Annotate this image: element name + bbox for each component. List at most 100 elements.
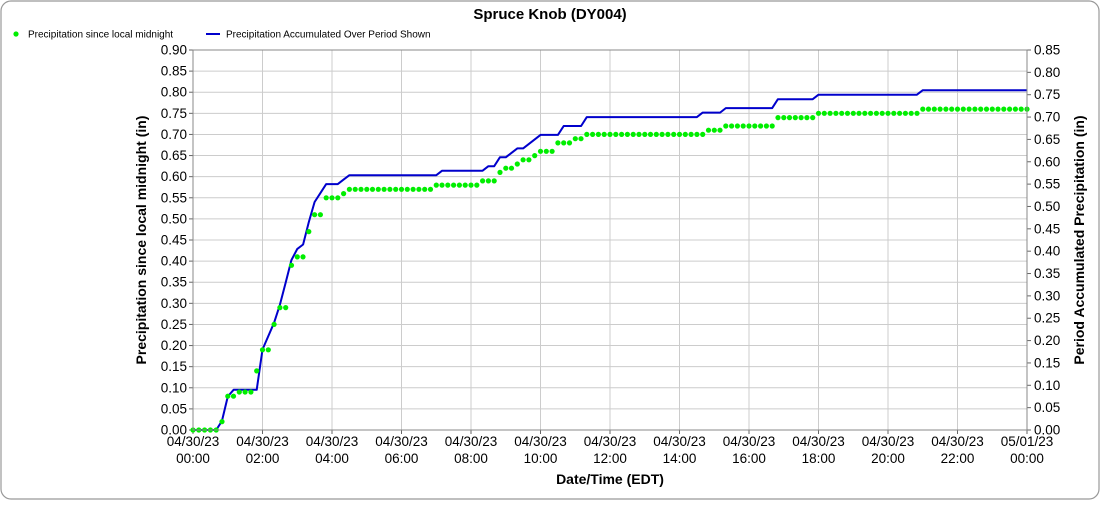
y-right-tick-label: 0.60 xyxy=(1034,154,1060,169)
x-tick-date: 04/30/23 xyxy=(792,434,845,449)
data-point xyxy=(856,110,862,116)
data-point xyxy=(815,110,822,116)
data-point xyxy=(734,123,741,129)
data-point xyxy=(456,182,462,188)
data-point xyxy=(647,131,654,137)
x-tick-time: 14:00 xyxy=(663,451,697,466)
data-point xyxy=(700,131,706,137)
y-right-tick-label: 0.50 xyxy=(1034,199,1060,214)
y-left-tick-label: 0.85 xyxy=(161,64,187,79)
data-point xyxy=(729,123,735,129)
x-tick-date: 04/30/23 xyxy=(862,434,915,449)
y-left-tick-label: 0.70 xyxy=(161,127,187,142)
data-point xyxy=(850,110,856,116)
data-point xyxy=(665,131,671,137)
data-point xyxy=(792,115,798,121)
data-point xyxy=(949,106,955,112)
data-point xyxy=(520,157,526,163)
legend-label-since-midnight: Precipitation since local midnight xyxy=(28,30,173,41)
data-point xyxy=(526,157,532,163)
data-point xyxy=(503,165,509,171)
data-point xyxy=(555,140,561,146)
data-point xyxy=(1018,106,1024,112)
data-point xyxy=(584,131,590,137)
y-right-tick-labels: 0.00 0.05 0.10 0.15 0.20 0.25 0.30 0.35 0.40 0.45… xyxy=(1027,43,1060,438)
data-point xyxy=(839,110,845,116)
data-point xyxy=(642,131,648,137)
data-point xyxy=(595,131,602,137)
data-point xyxy=(381,186,387,192)
y-left-tick-label: 0.05 xyxy=(161,401,187,416)
data-point xyxy=(271,321,277,327)
y-right-tick-label: 0.65 xyxy=(1034,132,1060,147)
x-tick-time: 22:00 xyxy=(941,451,975,466)
x-tick-time: 16:00 xyxy=(732,451,766,466)
data-point xyxy=(352,186,358,192)
data-point xyxy=(897,110,903,116)
y-left-tick-label: 0.90 xyxy=(161,43,187,58)
data-point xyxy=(468,182,474,188)
y-left-tick-label: 0.25 xyxy=(161,317,187,332)
data-point xyxy=(346,186,352,192)
data-point xyxy=(862,110,868,116)
data-point xyxy=(613,131,619,137)
data-point xyxy=(312,212,318,218)
data-point xyxy=(254,368,260,374)
data-point xyxy=(549,148,555,154)
data-point xyxy=(358,186,364,192)
x-tick-date: 04/30/23 xyxy=(167,434,220,449)
data-point xyxy=(335,195,341,201)
data-point xyxy=(902,110,909,116)
data-point xyxy=(972,106,978,112)
data-point xyxy=(891,110,897,116)
data-point xyxy=(439,182,445,188)
y-right-tick-label: 0.45 xyxy=(1034,221,1060,236)
x-tick-date: 04/30/23 xyxy=(236,434,289,449)
plot-area xyxy=(192,49,1028,431)
data-point xyxy=(810,115,816,121)
data-point xyxy=(827,110,833,116)
x-tick-time: 06:00 xyxy=(385,451,419,466)
data-point xyxy=(508,165,515,171)
data-point xyxy=(943,106,949,112)
x-tick-labels: 04/30/23 00:00 04/30/23 02:00 04/30/23 04:00 0… xyxy=(167,430,1053,466)
data-point xyxy=(694,131,700,137)
legend-label-accumulated: Precipitation Accumulated Over Period Sh… xyxy=(226,30,431,41)
data-point xyxy=(230,393,237,399)
data-point xyxy=(804,115,810,121)
data-point xyxy=(341,191,347,197)
data-point xyxy=(514,161,520,167)
data-point xyxy=(445,182,451,188)
y-left-tick-label: 0.55 xyxy=(161,190,187,205)
data-point xyxy=(711,127,717,133)
data-point xyxy=(786,115,793,121)
y-right-tick-label: 0.75 xyxy=(1034,87,1060,102)
y-left-tick-label: 0.35 xyxy=(161,275,187,290)
data-point xyxy=(219,419,225,425)
x-tick-date: 04/30/23 xyxy=(375,434,428,449)
data-point xyxy=(763,123,770,129)
data-point xyxy=(387,186,393,192)
y-left-tick-label: 0.50 xyxy=(161,211,187,226)
data-point xyxy=(821,110,827,116)
x-tick-time: 04:00 xyxy=(315,451,349,466)
x-axis-label: Date/Time (EDT) xyxy=(556,471,664,487)
data-point xyxy=(393,186,399,192)
x-tick-time: 20:00 xyxy=(871,451,905,466)
y-axis-right-label: Period Accumulated Precipitation (in) xyxy=(1071,115,1087,364)
y-left-tick-label: 0.15 xyxy=(161,359,187,374)
data-point xyxy=(416,186,422,192)
y-right-tick-label: 0.85 xyxy=(1034,43,1060,58)
y-right-tick-label: 0.20 xyxy=(1034,333,1060,348)
data-point xyxy=(781,115,787,121)
data-point xyxy=(306,229,312,235)
x-tick-date: 04/30/23 xyxy=(445,434,498,449)
series-since-midnight xyxy=(190,106,1030,433)
y-left-tick-label: 0.40 xyxy=(161,254,187,269)
y-right-tick-label: 0.55 xyxy=(1034,177,1060,192)
x-tick-date: 04/30/23 xyxy=(584,434,637,449)
data-point xyxy=(659,131,665,137)
y-right-tick-label: 0.80 xyxy=(1034,65,1060,80)
data-point xyxy=(775,115,781,121)
